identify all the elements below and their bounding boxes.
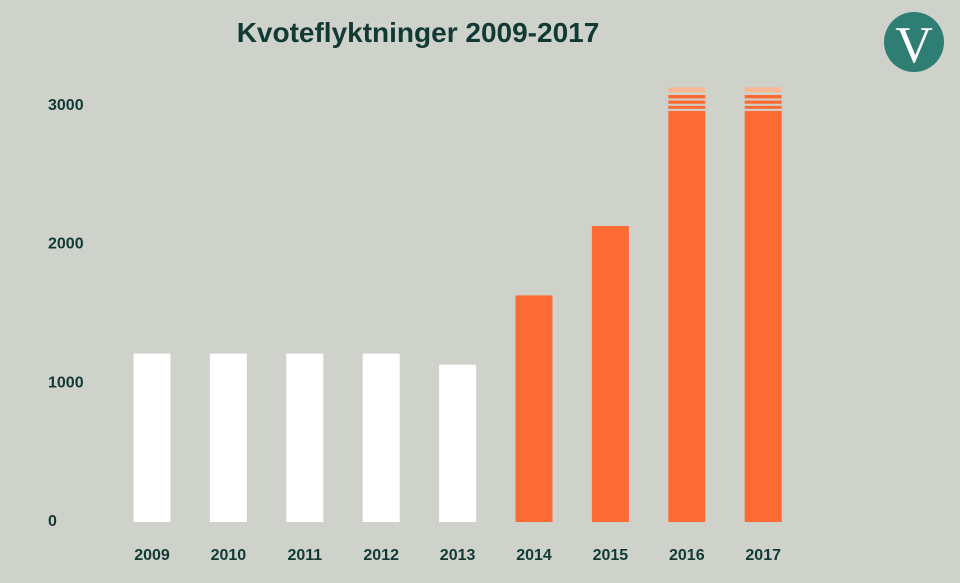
bar-2012 bbox=[362, 353, 400, 522]
bar-2011 bbox=[286, 353, 324, 522]
logo-circle bbox=[884, 12, 944, 72]
bar-2015 bbox=[591, 226, 629, 522]
bar-2010 bbox=[209, 353, 247, 522]
x-tick-label-2013: 2013 bbox=[440, 547, 476, 564]
bar-2014 bbox=[515, 295, 553, 522]
x-tick-label-2010: 2010 bbox=[211, 547, 247, 564]
bar-2017 bbox=[744, 87, 782, 522]
bar-2016-stripe-4 bbox=[668, 105, 706, 109]
bar-2017-body bbox=[744, 110, 782, 522]
bar-2016-body bbox=[668, 110, 706, 522]
bar-2016-stripe-2 bbox=[668, 94, 706, 99]
x-tick-label-2014: 2014 bbox=[516, 547, 552, 564]
party-logo-icon: V bbox=[884, 12, 944, 74]
x-tick-label-2012: 2012 bbox=[363, 547, 399, 564]
bar-2016 bbox=[668, 87, 706, 522]
bar-2016-stripe-3 bbox=[668, 100, 706, 104]
x-tick-label-2011: 2011 bbox=[287, 547, 322, 564]
bar-2015-body bbox=[591, 226, 629, 522]
bar-2017-stripe-3 bbox=[744, 100, 782, 104]
bar-2013 bbox=[439, 364, 477, 522]
bar-2017-stripe-2 bbox=[744, 94, 782, 99]
chart-title: Kvoteflyktninger 2009-2017 bbox=[237, 17, 600, 48]
x-tick-label-2015: 2015 bbox=[593, 547, 629, 564]
bar-2010-body bbox=[209, 353, 247, 522]
y-axis: 0 1000 2000 3000 bbox=[48, 97, 84, 530]
bar-2017-stripe-4 bbox=[744, 105, 782, 109]
bar-2017-stripe-1 bbox=[744, 87, 782, 93]
x-tick-label-2016: 2016 bbox=[669, 547, 705, 564]
logo-letter: V bbox=[895, 17, 933, 74]
y-tick-label-2000: 2000 bbox=[48, 236, 84, 253]
bar-2013-body bbox=[439, 364, 477, 522]
bar-2016-stripe-1 bbox=[668, 87, 706, 93]
bar-2014-body bbox=[515, 295, 553, 522]
y-tick-label-1000: 1000 bbox=[48, 374, 84, 391]
bar-2009 bbox=[133, 353, 171, 522]
x-tick-label-2017: 2017 bbox=[745, 547, 781, 564]
bars bbox=[133, 87, 782, 522]
bar-2009-body bbox=[133, 353, 171, 522]
y-tick-label-3000: 3000 bbox=[48, 97, 84, 114]
y-tick-label-0: 0 bbox=[48, 513, 57, 530]
x-tick-label-2009: 2009 bbox=[134, 547, 170, 564]
bar-2012-body bbox=[362, 353, 400, 522]
x-axis: 2009 2010 2011 2012 2013 2014 2015 2016 2017 bbox=[134, 547, 781, 564]
bar-2011-body bbox=[286, 353, 324, 522]
